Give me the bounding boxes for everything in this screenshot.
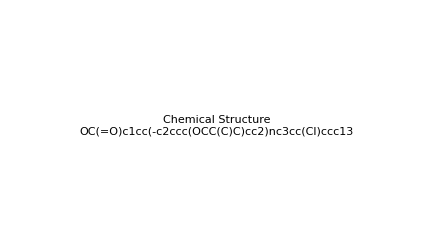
Text: Chemical Structure
OC(=O)c1cc(-c2ccc(OCC(C)C)cc2)nc3cc(Cl)ccc13: Chemical Structure OC(=O)c1cc(-c2ccc(OCC… [80,115,354,137]
